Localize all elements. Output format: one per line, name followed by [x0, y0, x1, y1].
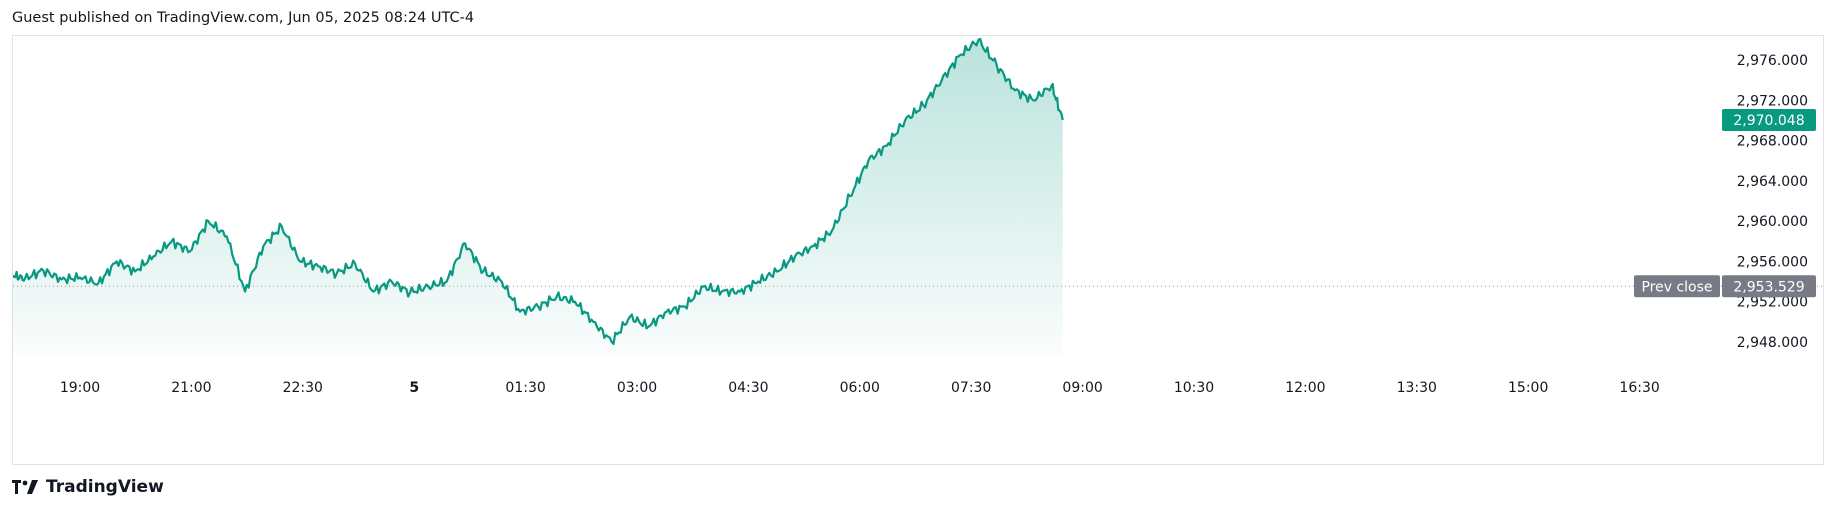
last-price-badge: [1722, 109, 1816, 132]
x-tick-label: 06:00: [840, 380, 880, 396]
x-tick-label: 01:30: [505, 380, 545, 396]
footer: TradingView: [12, 477, 164, 497]
y-tick-label: 2,952.000: [1737, 295, 1808, 311]
prev-close-label: Prev close: [1641, 279, 1712, 295]
x-tick-label: 16:30: [1619, 380, 1659, 396]
x-tick-label: 15:00: [1508, 380, 1548, 396]
prev-close-badge: [1634, 275, 1720, 298]
y-tick-label: 2,972.000: [1737, 93, 1808, 109]
price-line: [13, 37, 1064, 345]
tradingview-logo-icon[interactable]: [12, 480, 38, 494]
x-tick-label: 5: [409, 380, 419, 396]
area-fill: [13, 38, 1063, 357]
y-tick-label: 2,976.000: [1737, 53, 1808, 69]
y-tick-label: 2,968.000: [1737, 134, 1808, 150]
chart-frame[interactable]: 19:00 21:00 22:30 5 01:30 03:00 04:30 06:00 07:3…: [12, 35, 1825, 466]
y-tick-label: 2,964.000: [1737, 174, 1808, 190]
x-tick-label: 21:00: [171, 380, 211, 396]
y-tick-label: 2,960.000: [1737, 214, 1808, 230]
x-tick-label: 03:00: [617, 380, 657, 396]
prev-close-value-badge: [1722, 275, 1816, 298]
x-tick-label: 09:00: [1062, 380, 1102, 396]
x-tick-label: 13:30: [1397, 380, 1437, 396]
last-price-label: 2,970.048: [1733, 113, 1804, 129]
x-tick-label: 10:30: [1174, 380, 1214, 396]
x-tick-label: 19:00: [60, 380, 100, 396]
x-tick-label: 12:00: [1285, 380, 1325, 396]
tradingview-brand[interactable]: TradingView: [46, 477, 164, 497]
prev-close-value: 2,953.529: [1733, 279, 1804, 295]
y-tick-label: 2,948.000: [1737, 335, 1808, 351]
x-tick-label: 07:30: [951, 380, 991, 396]
y-tick-label: 2,956.000: [1737, 254, 1808, 270]
price-chart[interactable]: 19:00 21:00 22:30 5 01:30 03:00 04:30 06:00 07:3…: [13, 36, 1825, 466]
published-header: Guest published on TradingView.com, Jun …: [12, 10, 475, 26]
x-tick-label: 04:30: [728, 380, 768, 396]
x-tick-label: 22:30: [283, 380, 323, 396]
